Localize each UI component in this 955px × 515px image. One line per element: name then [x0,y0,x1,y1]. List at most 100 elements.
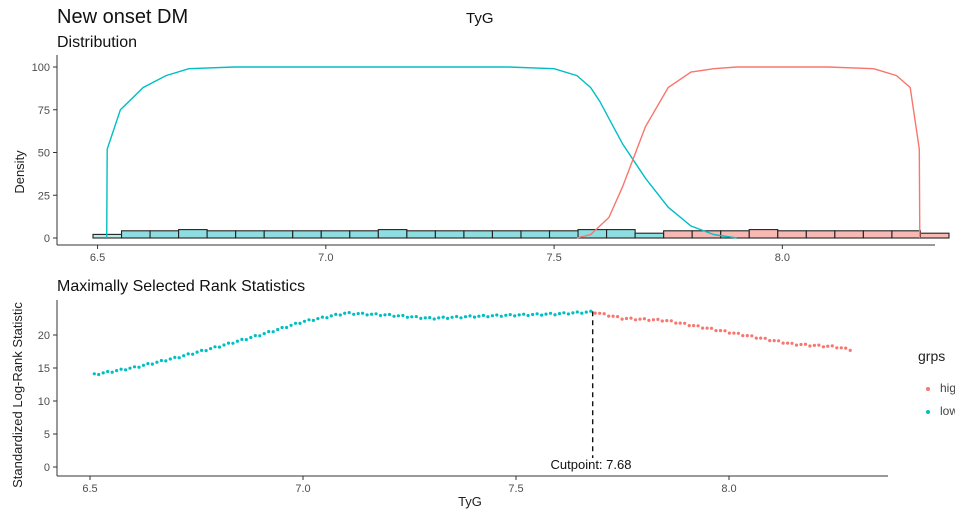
rank-statistic-point [115,369,119,373]
distribution-subtitle: Distribution [57,34,138,51]
bottom-x-axis-title: TyG [458,494,482,509]
rank-statistic-point [311,318,315,322]
rank-statistic-point [790,341,794,345]
histogram-bin [120,230,151,239]
rank-statistic-point [844,346,848,350]
rank-statistic-point [128,366,132,370]
rank-statistics-panel: 0 5 10 15 20 6.5 7.0 7.5 8.0 [38,300,888,495]
rank-statistic-point [343,311,347,315]
rank-statistic-point [195,350,199,354]
rank-statistic-point [741,334,745,338]
rank-statistic-point [745,334,749,338]
top-x-tick-label: 8.0 [775,252,790,264]
rank-statistic-point [499,314,503,318]
rank-statistic-point [553,313,557,317]
rank-statistic-point [455,314,459,319]
rank-statistic-point [593,311,597,315]
rank-statistic-point [669,319,673,323]
rank-statistic-point [361,311,365,315]
rank-statistic-point [244,338,248,342]
rank-statistic-point [356,312,360,316]
histogram-bin [777,230,807,239]
rank-statistic-point [786,341,790,345]
rank-statistic-point [727,331,732,335]
rank-statistic-point [119,367,123,371]
rank-statistic-point [468,314,472,318]
rank-statistic-point [226,341,231,345]
top-x-tick-label: 7.0 [318,252,333,264]
legend-title: grps [918,348,946,364]
rank-statistic-point [423,316,427,320]
rank-statistic-point [307,318,311,322]
histogram-bin [149,230,180,239]
rank-statistic-point [665,319,669,323]
rank-statistic-point [638,317,642,321]
rank-statistic-point [428,316,432,320]
bottom-y-tick-label: 0 [44,462,50,474]
rank-statistic-point [378,313,383,318]
rank-statistic-point [754,336,758,340]
rank-statistic-point [647,318,651,322]
rank-statistic-point [616,315,620,319]
rank-statistic-point [598,311,602,315]
rank-statistic-point [486,315,490,319]
rank-statistic-point [186,352,190,356]
rank-statistic-point [396,314,400,318]
rank-statistic-point [141,363,146,367]
rank-statistic-point [705,326,709,330]
rank-statistic-point [441,315,445,319]
rank-statistic-point [799,342,803,347]
rank-statistic-point [736,331,741,335]
rank-statistic-point [450,315,454,319]
rank-statistic-point [808,344,812,348]
bottom-x-tick-label: 7.0 [295,483,310,495]
density-curve-hig [576,66,921,239]
histogram-bin [634,232,665,239]
rank-statistic-point [531,312,535,317]
rank-statistic-point [656,317,660,321]
rank-statistic-point [231,341,235,345]
histogram-bin [891,230,921,239]
rank-statistic-point [723,329,727,333]
rank-statistic-point [526,313,530,318]
rank-statistic-point [683,321,687,325]
rank-statistic-point [794,343,799,347]
histogram-bin [235,230,265,239]
rank-statistic-point [280,325,284,330]
histogram-bin [805,230,836,239]
rank-statistic-point [392,314,396,318]
rank-statistic-point [258,334,262,338]
histogram-bin [320,230,351,239]
distribution-panel: 0 25 50 75 100 6.5 7.0 7.5 8.0 [32,55,950,264]
rank-statistic-point [571,311,575,315]
rank-statistic-point [370,312,374,316]
rank-statistic-point [213,345,217,349]
rank-statistic-point [146,362,150,366]
legend-item-low: low [926,404,955,418]
bottom-y-tick-label: 15 [38,363,50,375]
histogram-bin [349,230,379,239]
rank-statistic-point [298,321,302,325]
rank-statistic-point [651,318,656,322]
rank-statistic-point [155,360,159,364]
rank-statistic-point [508,313,512,317]
rank-statistic-point [182,354,186,358]
bottom-x-tick-label: 8.0 [721,483,736,495]
rank-statistic-point [173,355,177,359]
histogram-bin [206,230,237,239]
histogram-bin [663,230,693,239]
rank-statistic-point [544,312,548,316]
legend-item-hig: hig [926,381,955,395]
rank-statistic-point [566,312,571,316]
rank-statistics-subtitle: Maximally Selected Rank Statistics [57,278,306,295]
rank-statistic-point [262,332,266,336]
rank-statistic-point [750,334,754,338]
rank-statistic-point [472,315,477,319]
rank-statistic-point [709,326,714,330]
rank-statistic-point [513,314,517,318]
rank-statistic-point [285,325,289,330]
rank-statistic-point [168,357,172,361]
histogram-bin [520,230,551,239]
rank-statistic-point [249,335,253,340]
rank-statistic-point [137,365,141,369]
